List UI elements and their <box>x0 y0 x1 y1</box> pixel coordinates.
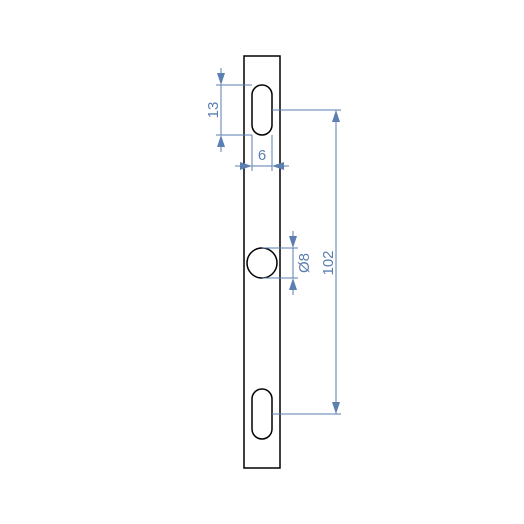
center-hole <box>247 248 277 278</box>
dim-slot-length-label: 13 <box>205 102 222 119</box>
dim-center-diameter-label: Ø8 <box>296 253 313 273</box>
top-slot <box>252 85 272 135</box>
dim-slot-width-label: 6 <box>258 147 266 164</box>
dim-overall-length-label: 102 <box>320 250 337 275</box>
bottom-slot <box>252 389 272 439</box>
technical-drawing: 13 6 Ø8 <box>0 0 524 524</box>
